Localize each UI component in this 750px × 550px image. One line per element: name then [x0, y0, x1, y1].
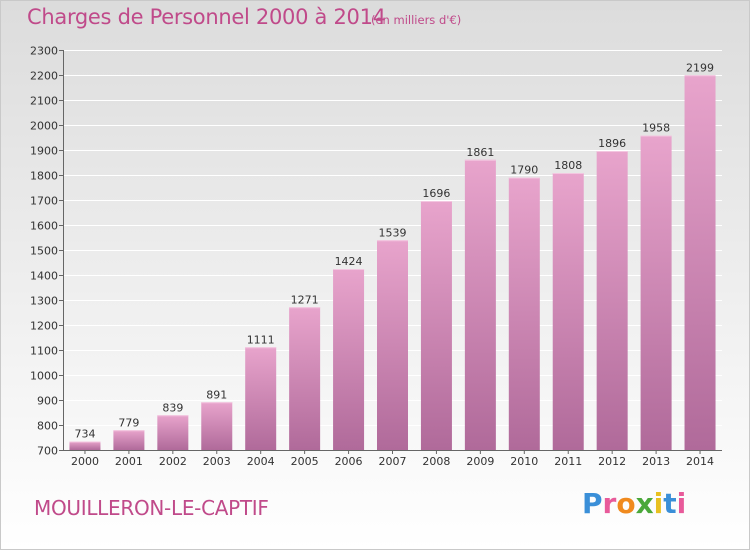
- bar-2007: [377, 240, 408, 450]
- data-label-2010: 1790: [510, 164, 538, 177]
- logo-letter: x: [635, 487, 654, 520]
- data-label-2013: 1958: [642, 122, 670, 135]
- x-tick-label-2010: 2010: [510, 455, 538, 468]
- bars: [69, 75, 716, 450]
- x-tick-label-2009: 2009: [466, 455, 494, 468]
- data-label-2008: 1696: [422, 187, 450, 200]
- bar-2001: [113, 430, 145, 450]
- data-label-2006: 1424: [335, 255, 363, 268]
- bar-2011: [552, 173, 584, 450]
- data-label-2009: 1861: [466, 146, 494, 159]
- y-tick-label: 700: [37, 445, 58, 458]
- chart-title: Charges de Personnel 2000 à 2014: [27, 5, 386, 29]
- data-label-2001: 779: [118, 416, 139, 429]
- y-tick-label: 1700: [30, 195, 58, 208]
- x-tick-label-2003: 2003: [203, 455, 231, 468]
- bar-2008: [420, 201, 452, 450]
- data-label-2000: 734: [74, 428, 95, 441]
- y-tick-label: 900: [37, 395, 58, 408]
- bar-2005: [289, 307, 321, 450]
- chart-subtitle: (en milliers d'€): [371, 13, 462, 27]
- data-label-2011: 1808: [554, 159, 582, 172]
- y-tick-label: 1400: [30, 270, 58, 283]
- x-tick-label-2013: 2013: [642, 455, 670, 468]
- data-label-2012: 1896: [598, 137, 626, 150]
- bar-2002: [157, 415, 189, 450]
- y-tick-label: 1800: [30, 170, 58, 183]
- bar-2009: [464, 159, 496, 450]
- bar-2000: [69, 441, 101, 450]
- y-tick-label: 1200: [30, 320, 58, 333]
- bar-2010: [508, 177, 540, 450]
- y-tick-label: 1000: [30, 370, 58, 383]
- y-tick-label: 2000: [30, 120, 58, 133]
- bar-2006: [333, 269, 365, 450]
- y-tick-label: 1600: [30, 220, 58, 233]
- logo-letter: r: [602, 487, 617, 520]
- y-tick-label: 800: [37, 420, 58, 433]
- bar-2013: [640, 135, 672, 450]
- x-tick-label-2012: 2012: [598, 455, 626, 468]
- y-tick-label: 1500: [30, 245, 58, 258]
- bar-2014: [684, 75, 716, 450]
- data-label-2002: 839: [162, 401, 183, 414]
- data-label-2014: 2199: [686, 61, 714, 74]
- y-tick-label: 2200: [30, 70, 58, 83]
- y-tick-label: 1300: [30, 295, 58, 308]
- bar-2003: [201, 402, 233, 450]
- x-tick-label-2004: 2004: [247, 455, 275, 468]
- y-tick-label: 2100: [30, 95, 58, 108]
- data-label-2005: 1271: [291, 293, 319, 306]
- place-name: MOUILLERON-LE-CAPTIF: [34, 496, 269, 520]
- labels: 700 800 900 1000 1100 1200 1300 1400 1500 1600 170…: [30, 45, 714, 469]
- x-tick-label-2006: 2006: [335, 455, 363, 468]
- x-tick-label-2002: 2002: [159, 455, 187, 468]
- x-tick-label-2007: 2007: [379, 455, 407, 468]
- y-tick-label: 2300: [30, 45, 58, 58]
- x-tick-label-2005: 2005: [291, 455, 319, 468]
- logo-letter: o: [616, 487, 636, 520]
- data-label-2004: 1111: [247, 333, 275, 346]
- x-tick-label-2008: 2008: [422, 455, 450, 468]
- bar-2012: [596, 151, 628, 450]
- x-tick-label-2014: 2014: [686, 455, 714, 468]
- logo-letter: P: [582, 487, 603, 520]
- data-label-2007: 1539: [379, 226, 407, 239]
- logo-letter: i: [676, 487, 687, 520]
- y-tick-label: 1900: [30, 145, 58, 158]
- axes: [59, 50, 722, 454]
- y-tick-label: 1100: [30, 345, 58, 358]
- proxiti-logo[interactable]: Proxiti: [582, 487, 686, 520]
- data-label-2003: 891: [206, 388, 227, 401]
- bar-2004: [245, 347, 277, 450]
- logo-letter: t: [663, 487, 677, 520]
- logo-letter: i: [653, 487, 664, 520]
- x-tick-label-2001: 2001: [115, 455, 143, 468]
- x-tick-label-2011: 2011: [554, 455, 582, 468]
- x-tick-label-2000: 2000: [71, 455, 99, 468]
